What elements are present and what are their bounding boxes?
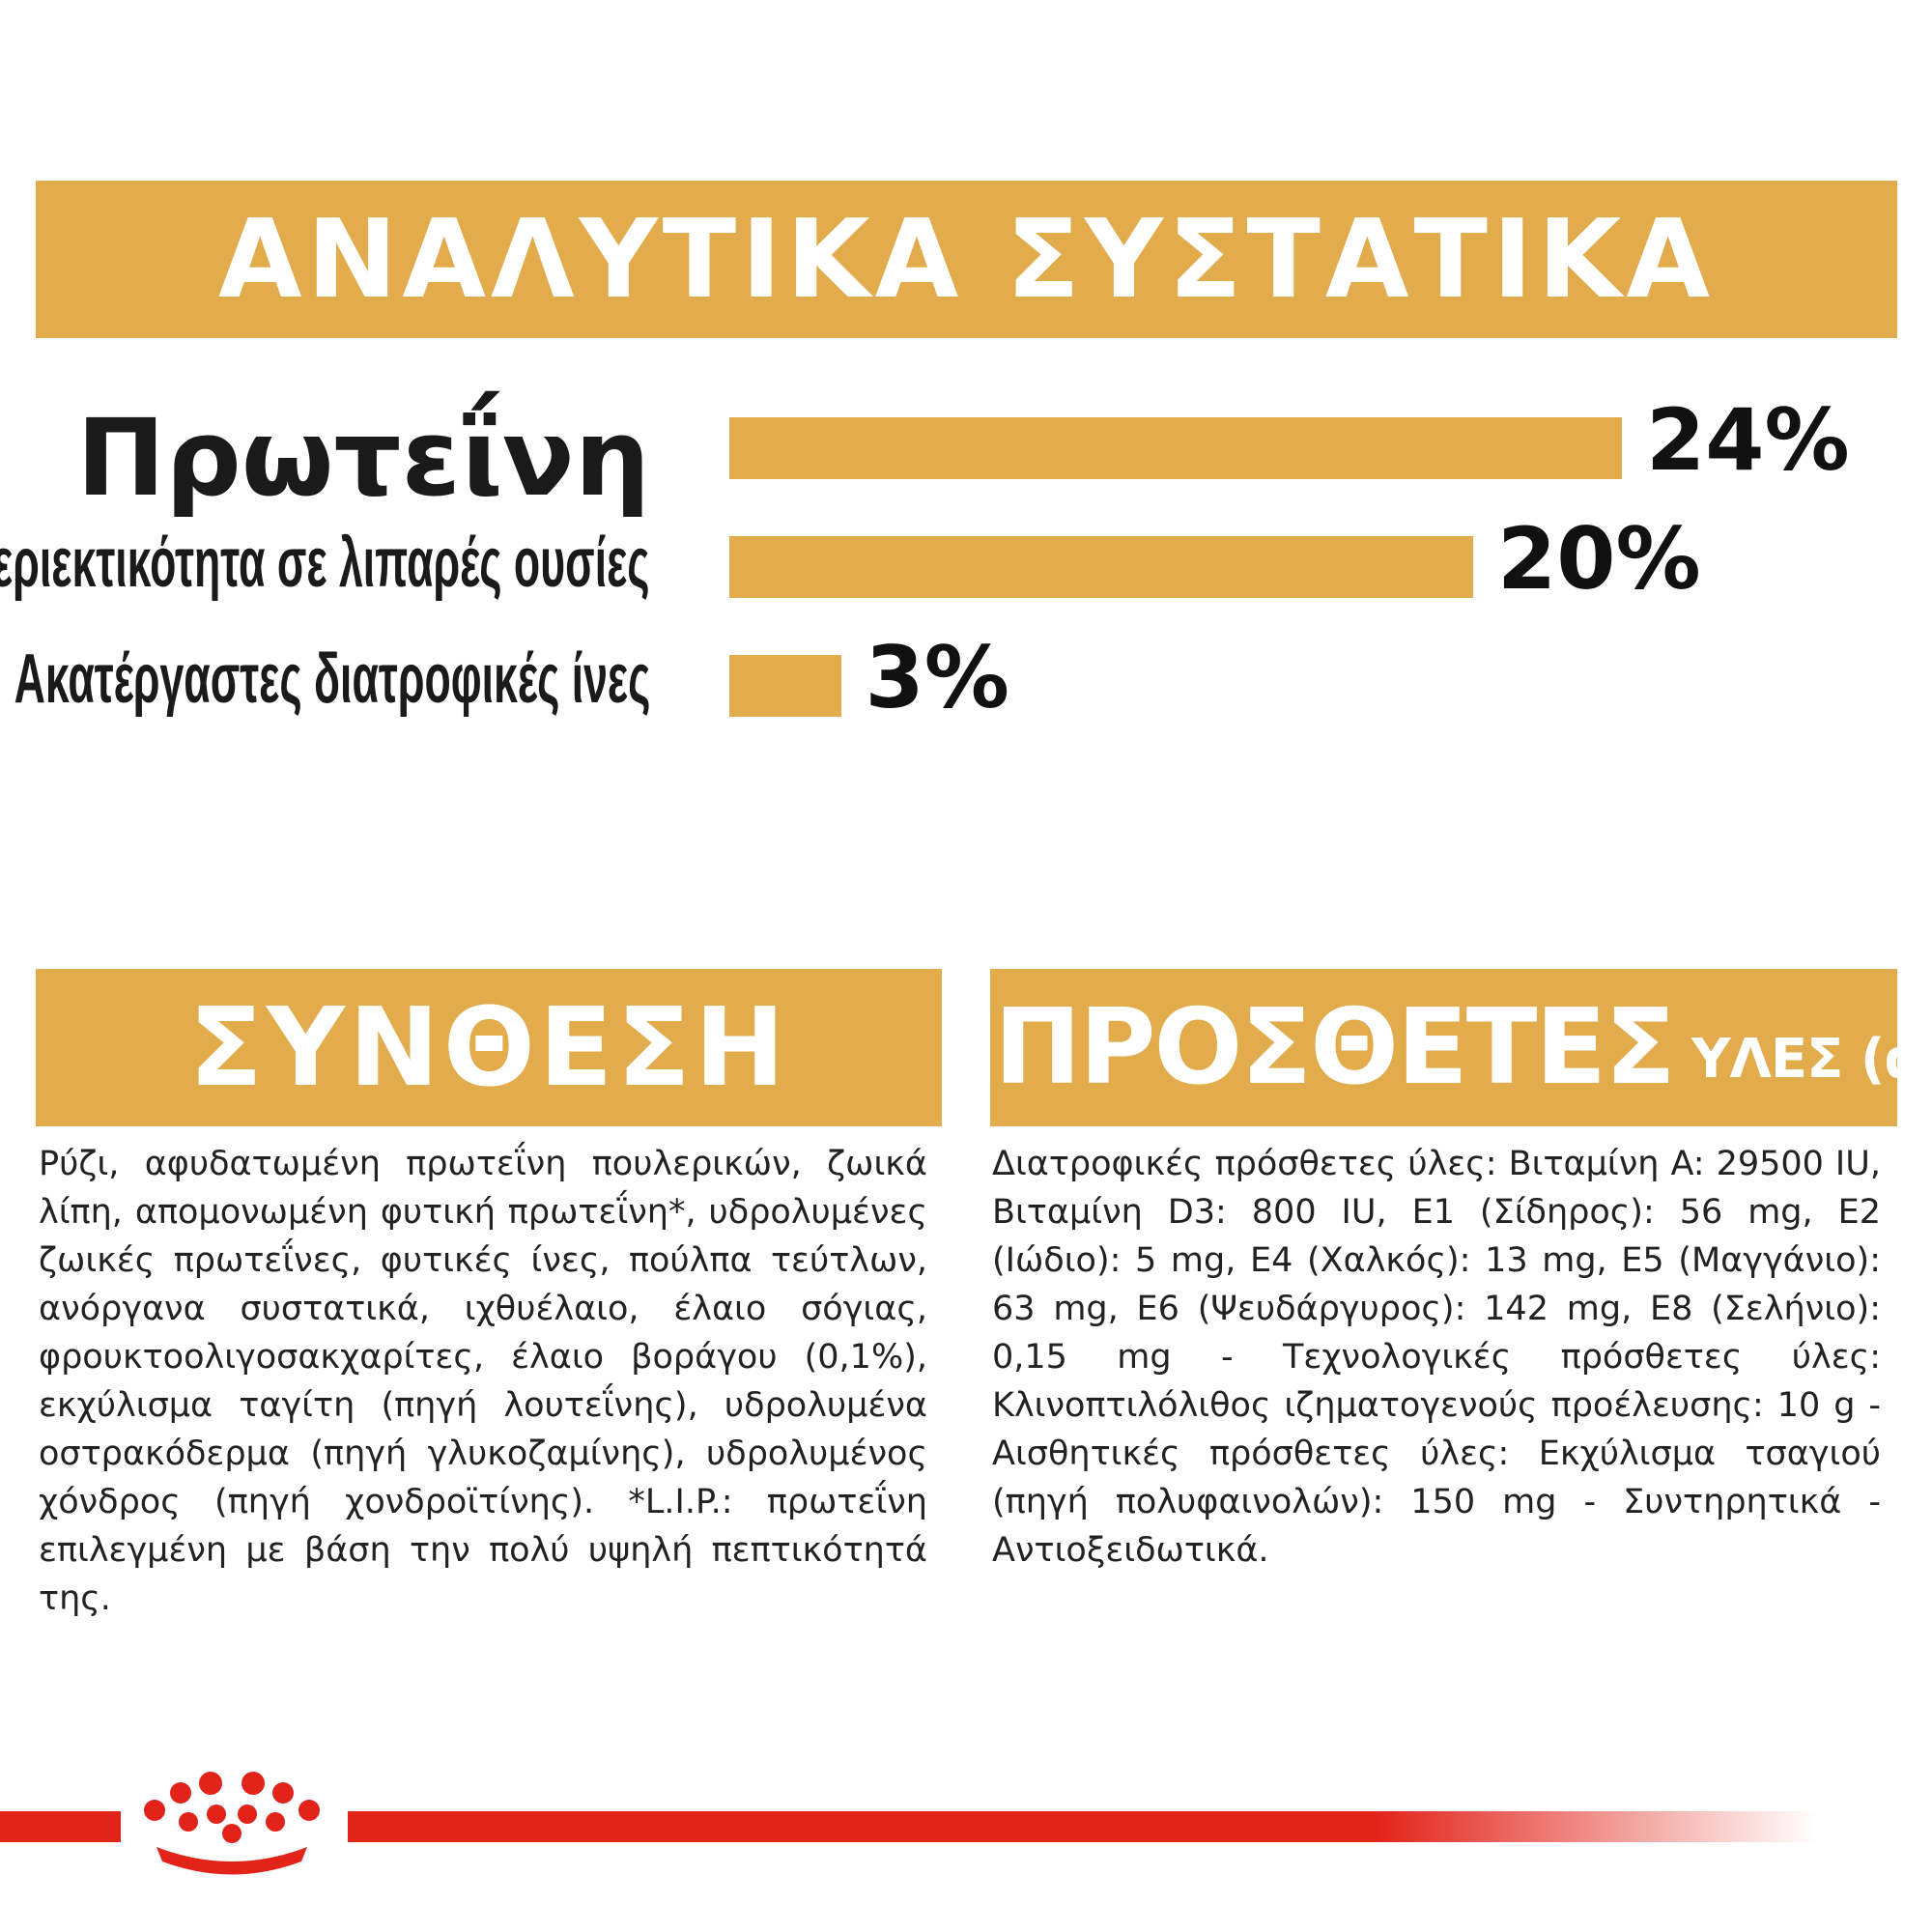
composition-text: Ρύζι, αφυδατωμένη πρωτεΐνη πουλερικών, ζ… [39, 1145, 927, 1618]
bar-value-protein: 24% [1646, 390, 1850, 490]
royal-canin-crown-icon [144, 1772, 320, 1875]
bar-label-protein: Πρωτεΐνη [76, 396, 650, 520]
analytical-constituents-title: ΑΝΑΛΥΤΙΚΑ ΣΥΣΤΑΤΙΚΑ [217, 196, 1716, 323]
brand-stripe-left [0, 1811, 121, 1842]
additives-subtitle: ΥΛΕΣ (ανά kg) [1690, 1028, 1897, 1091]
bar-label-fat: Περιεκτικότητα σε λιπαρές ουσίες [0, 525, 650, 602]
bar-fat [729, 536, 1473, 598]
composition-banner: ΣΥΝΘΕΣΗ [36, 969, 942, 1126]
additives-text: Διατροφικές πρόσθετες ύλες: Βιταμίνη A: … [992, 1145, 1881, 1570]
bar-protein [729, 417, 1622, 479]
bar-label-fibres: Ακατέργαστες διατροφικές ίνες [14, 640, 650, 718]
bar-value-fat: 20% [1497, 509, 1701, 609]
composition-title: ΣΥΝΘΕΣΗ [188, 984, 789, 1111]
analytical-constituents-banner: ΑΝΑΛΥΤΙΚΑ ΣΥΣΤΑΤΙΚΑ [36, 181, 1897, 338]
additives-banner: ΠΡΟΣΘΕΤΕΣ ΥΛΕΣ (ανά kg) [990, 969, 1897, 1126]
additives-title: ΠΡΟΣΘΕΤΕΣ [994, 987, 1676, 1108]
bar-fibres [729, 655, 841, 717]
bar-value-fibres: 3% [865, 628, 1009, 727]
brand-stripe-right [348, 1811, 1816, 1842]
